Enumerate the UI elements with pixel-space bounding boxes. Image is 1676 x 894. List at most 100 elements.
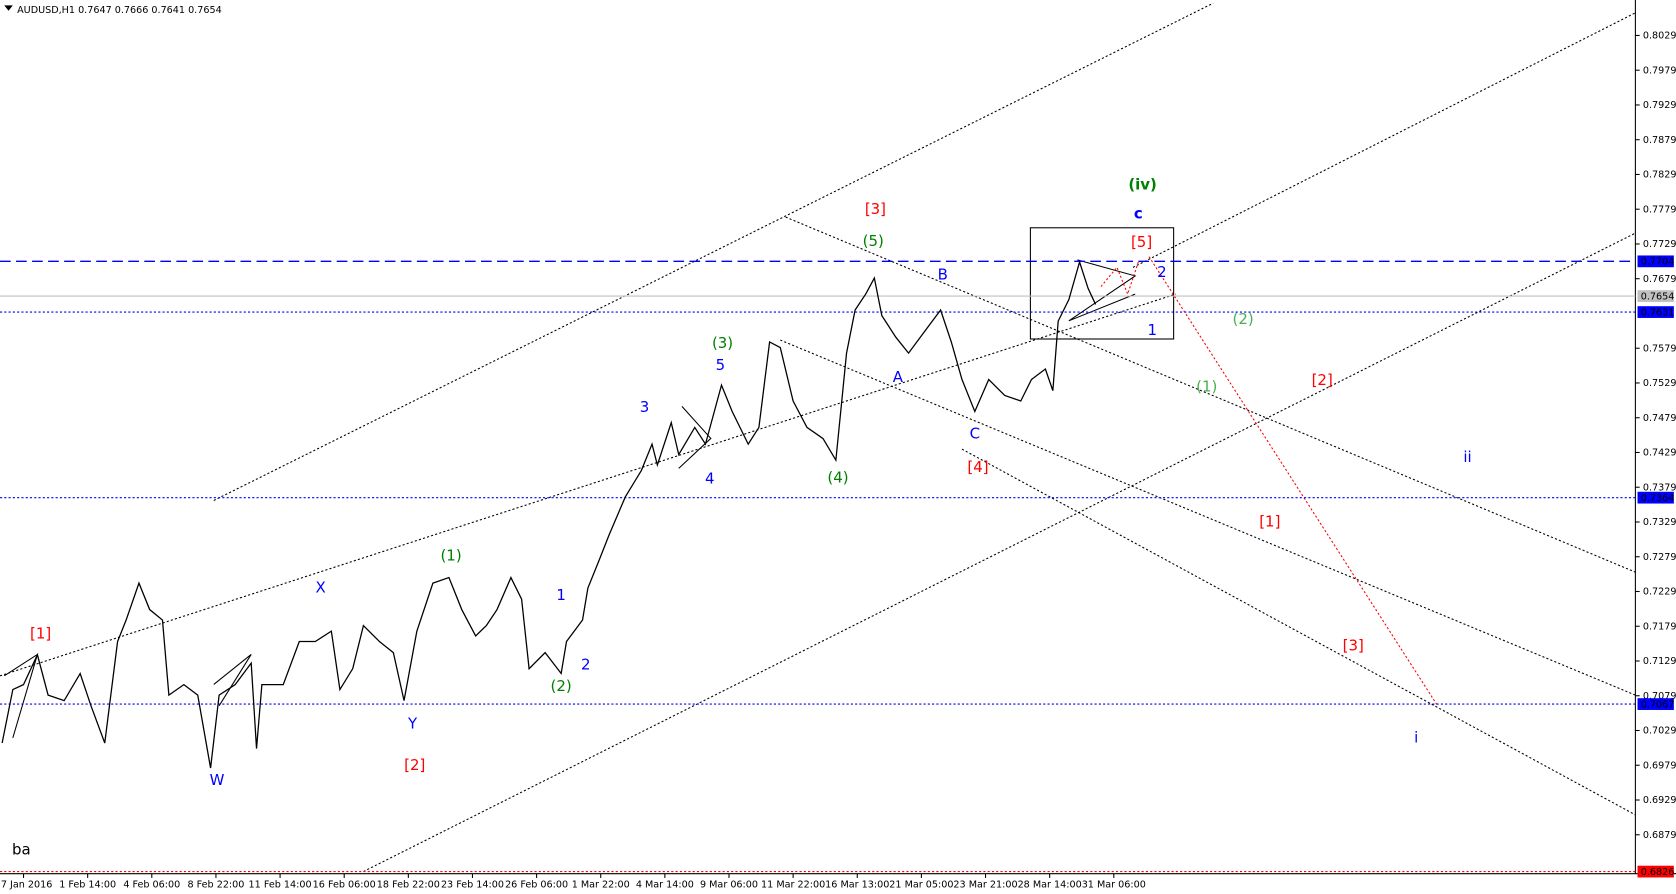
menu-arrow [4, 5, 13, 11]
level-label: 0.7631 [1641, 307, 1675, 318]
x-tick-label: 4 Feb 06:00 [123, 880, 180, 891]
x-tick-label: 11 Mar 22:00 [761, 880, 825, 891]
x-tick-label: 21 Mar 05:00 [889, 880, 953, 891]
x-tick-label: 4 Mar 14:00 [636, 880, 694, 891]
level-label: 0.6826 [1641, 867, 1675, 878]
y-tick-label: 0.7479 [1643, 413, 1676, 424]
wave-label: (1) [1196, 378, 1217, 396]
wave-label: 2 [581, 656, 591, 674]
y-tick-label: 0.7029 [1643, 726, 1676, 737]
wave-label: [4] [967, 458, 988, 476]
wave-label: (5) [863, 232, 884, 250]
level-label: 0.7654 [1641, 291, 1675, 302]
zoom-box [1029, 227, 1175, 340]
wave-label: [5] [1131, 233, 1152, 251]
wave-label: (1) [440, 547, 461, 565]
y-tick-label: 0.7679 [1643, 274, 1676, 285]
x-tick-label: 23 Feb 14:00 [441, 880, 504, 891]
level-label-bg [1637, 306, 1674, 318]
chart-title: AUDUSD,H1 0.7647 0.7666 0.7641 0.7654 [17, 5, 222, 16]
y-tick-label: 0.7579 [1643, 343, 1676, 354]
y-tick-label: 0.7929 [1643, 100, 1676, 111]
y-tick-label: 0.7829 [1643, 170, 1676, 181]
trend-line [0, 293, 1176, 677]
x-tick-label: 8 Feb 22:00 [187, 880, 244, 891]
level-label-bg [1637, 255, 1674, 268]
y-tick-label: 0.7179 [1643, 621, 1676, 632]
trend-line [961, 448, 1636, 816]
wave-label: 3 [640, 398, 650, 416]
wave-label: (2) [1233, 310, 1254, 328]
x-tick-label: 18 Feb 22:00 [377, 880, 440, 891]
pattern-line [678, 406, 712, 469]
projection-line [1148, 256, 1439, 707]
trend-lines [0, 2, 1636, 873]
wave-label: c [1134, 204, 1143, 222]
level-label-bg [1637, 290, 1674, 302]
y-tick-label: 0.7279 [1643, 552, 1676, 563]
wave-label: 2 [1157, 263, 1167, 281]
wave-label: [3] [1343, 636, 1364, 654]
wave-label: (iv) [1128, 176, 1157, 194]
y-tick-label: 0.7229 [1643, 587, 1676, 598]
x-tick-label: 16 Mar 13:00 [825, 880, 889, 891]
level-label: 0.7704 [1641, 257, 1675, 268]
wave-label: (2) [551, 677, 572, 695]
wave-label: W [210, 771, 225, 789]
wave-label: [2] [404, 756, 425, 774]
wave-label: ii [1463, 448, 1471, 466]
wave-label: B [938, 265, 948, 283]
wave-label: [1] [30, 625, 51, 643]
wave-label: [2] [1312, 371, 1333, 389]
y-tick-label: 0.7079 [1643, 691, 1676, 702]
x-tick-label: 23 Mar 21:00 [953, 880, 1017, 891]
x-tick-label: 11 Feb 14:00 [249, 880, 312, 891]
wave-sketch [1100, 261, 1139, 296]
x-tick-label: 1 Mar 22:00 [572, 880, 630, 891]
price-line [1, 259, 1097, 769]
level-label: 0.7067 [1641, 699, 1675, 710]
level-label-bg [1637, 491, 1674, 504]
x-tick-label: 28 Mar 14:00 [1018, 880, 1082, 891]
x-tick-label: 27 Jan 2016 [0, 880, 52, 891]
wave-label: ba [12, 841, 31, 859]
y-tick-label: 0.6979 [1643, 760, 1676, 771]
triangle-pattern [1068, 259, 1137, 322]
wave-label: i [1414, 728, 1418, 746]
x-tick-label: 1 Feb 14:00 [59, 880, 116, 891]
wave-label: (4) [827, 469, 848, 487]
level-label: 0.7364 [1641, 493, 1675, 504]
wave-label: 1 [556, 586, 566, 604]
wave-label: [1] [1259, 512, 1280, 530]
y-tick-label: 0.7329 [1643, 517, 1676, 528]
wave-label: 1 [1147, 321, 1157, 339]
trend-line [363, 232, 1636, 873]
wave-label: A [893, 368, 904, 386]
wave-label: (3) [712, 334, 733, 352]
y-tick-label: 0.7429 [1643, 448, 1676, 459]
y-tick-label: 0.6879 [1643, 830, 1676, 841]
y-tick-label: 0.6929 [1643, 795, 1676, 806]
y-tick-label: 0.7729 [1643, 239, 1676, 250]
wave-label: 4 [705, 470, 715, 488]
y-tick-label: 0.7779 [1643, 204, 1676, 215]
wave-label: [3] [865, 200, 886, 218]
y-tick-label: 0.7529 [1643, 378, 1676, 389]
y-tick-label: 0.7879 [1643, 135, 1676, 146]
wave-label: X [316, 579, 326, 597]
wave-label: C [970, 425, 980, 443]
x-tick-label: 9 Mar 06:00 [700, 880, 758, 891]
level-label-bg [1637, 698, 1674, 710]
wave-label: Y [407, 714, 418, 732]
y-tick-label: 0.8029 [1643, 31, 1676, 42]
x-tick-label: 31 Mar 06:00 [1082, 880, 1146, 891]
wave-label: 5 [716, 356, 726, 374]
y-tick-label: 0.7379 [1643, 482, 1676, 493]
y-tick-label: 0.7129 [1643, 656, 1676, 667]
trend-line [785, 216, 1636, 573]
x-tick-label: 16 Feb 06:00 [313, 880, 376, 891]
level-label-bg [1637, 865, 1674, 878]
y-tick-label: 0.7979 [1643, 65, 1676, 76]
